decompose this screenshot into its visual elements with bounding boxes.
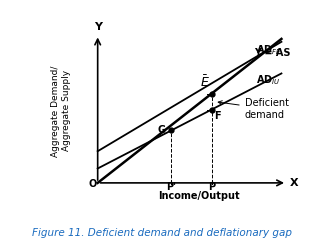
Text: AD$_{FE}$: AD$_{FE}$ <box>256 44 282 58</box>
Text: P: P <box>208 182 215 192</box>
Text: $\bar{E}$: $\bar{E}$ <box>200 74 210 90</box>
Text: X: X <box>290 178 298 188</box>
Text: Aggregate Demand/
Aggregate Supply: Aggregate Demand/ Aggregate Supply <box>51 65 71 157</box>
Text: Y = AS: Y = AS <box>254 48 290 58</box>
Text: P': P' <box>166 182 176 192</box>
Text: F: F <box>214 111 221 121</box>
Text: AD$_{IU}$: AD$_{IU}$ <box>256 73 280 87</box>
Text: O: O <box>89 179 97 189</box>
Text: Income/Output: Income/Output <box>158 191 239 201</box>
Text: Y: Y <box>94 22 102 32</box>
Text: Figure 11. Deficient demand and deflationary gap: Figure 11. Deficient demand and deflatio… <box>32 228 292 238</box>
Text: G: G <box>158 125 166 135</box>
Text: Deficient
demand: Deficient demand <box>218 98 289 119</box>
